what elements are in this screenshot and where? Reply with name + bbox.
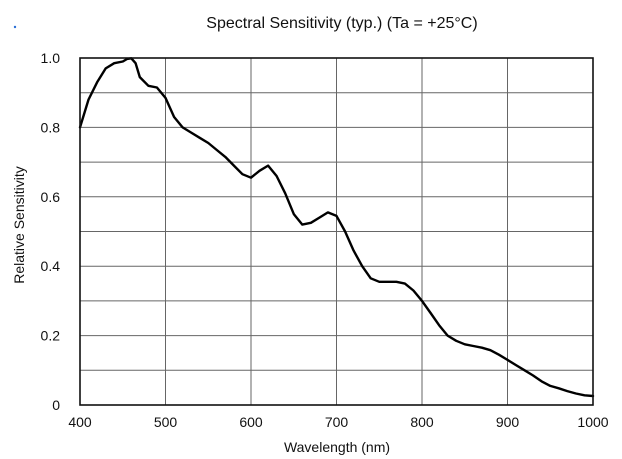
stray-dot	[13, 25, 17, 29]
x-tick-label: 1000	[577, 414, 608, 430]
x-tick-label: 400	[68, 414, 92, 430]
x-tick-label: 700	[325, 414, 349, 430]
y-tick-label: 0.2	[41, 328, 61, 344]
x-axis-label: Wavelength (nm)	[284, 439, 390, 455]
y-tick-label: 0.8	[41, 119, 61, 135]
y-tick-label: 1.0	[41, 50, 61, 66]
y-axis-label: Relative Sensitivity	[11, 166, 27, 284]
series-line	[78, 57, 595, 398]
x-tick-label: 600	[239, 414, 263, 430]
y-tick-label: 0.6	[41, 189, 61, 205]
x-tick-label: 900	[496, 414, 520, 430]
x-tick-label: 800	[410, 414, 434, 430]
y-tick-label: 0	[52, 397, 60, 413]
x-tick-labels: 400 500 600 700 800 900 1000	[68, 414, 608, 430]
y-tick-labels: 0 0.2 0.4 0.6 0.8 1.0	[41, 50, 61, 413]
chart-title: Spectral Sensitivity (typ.) (Ta = +25°C)	[206, 15, 477, 32]
grid	[80, 58, 593, 405]
plot-frame	[79, 57, 594, 406]
x-tick-label: 500	[154, 414, 178, 430]
y-tick-label: 0.4	[41, 258, 61, 274]
